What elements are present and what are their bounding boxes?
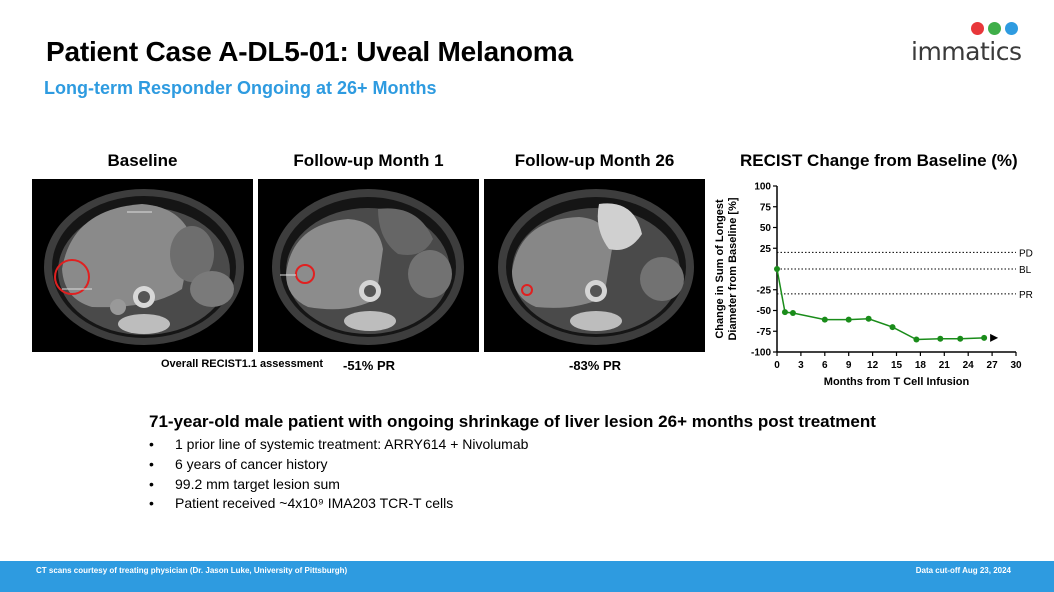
series-line [776, 268, 985, 341]
bullet-item: 99.2 mm target lesion sum [149, 475, 528, 495]
logo-dot-red [971, 22, 984, 35]
y-axis-label-line1: Change in Sum of Longest [714, 199, 726, 339]
ct-scan-month1 [258, 179, 479, 352]
bullet-item: 1 prior line of systemic treatment: ARRY… [149, 435, 528, 455]
ongoing-arrow-icon [990, 333, 999, 342]
data-point [957, 335, 964, 342]
x-tick-label: 27 [987, 360, 999, 371]
y-tick-label: -50 [757, 306, 772, 317]
ct-scan-month26 [484, 179, 705, 352]
reference-label-pd: PD [1019, 248, 1033, 259]
x-tick-label: 24 [963, 360, 975, 371]
data-point [937, 335, 944, 342]
footer-data-cutoff: Data cut-off Aug 23, 2024 [915, 566, 1011, 575]
footer-credit: CT scans courtesy of treating physician … [36, 566, 348, 575]
ct-scan-month26-image [498, 189, 694, 345]
data-point [845, 316, 852, 323]
logo-dot-green [988, 22, 1001, 35]
data-point [889, 324, 896, 331]
y-axis-label-line2: Diameter from Baseline [%] [727, 197, 739, 340]
ct-scan-month1-image [272, 189, 464, 345]
ct-scan-baseline [32, 179, 253, 352]
patient-heading: 71-year-old male patient with ongoing sh… [149, 412, 876, 431]
reference-label-bl: BL [1019, 265, 1032, 276]
recist-assessment-label: Overall RECIST1.1 assessment [161, 358, 324, 370]
immatics-logo: immatics [905, 20, 1030, 68]
data-point [774, 266, 780, 272]
y-tick-label: 100 [754, 182, 771, 193]
logo-text: immatics [911, 37, 1022, 66]
page-title: Patient Case A-DL5-01: Uveal Melanoma [46, 36, 573, 67]
y-tick-label: -100 [751, 348, 771, 359]
scan-label-month26: Follow-up Month 26 [514, 151, 675, 170]
data-point [821, 316, 828, 323]
patient-bullet-list: 1 prior line of systemic treatment: ARRY… [149, 435, 528, 514]
x-tick-label: 15 [891, 360, 903, 371]
ct-scan-baseline-image [44, 189, 244, 345]
y-tick-label: -75 [757, 327, 772, 338]
x-tick-label: 9 [846, 360, 852, 371]
x-axis-label: Months from T Cell Infusion [824, 376, 970, 388]
reference-label-pr: PR [1019, 290, 1033, 301]
bullet-item: Patient received ~4x10⁹ IMA203 TCR-T cel… [149, 494, 528, 514]
bullet-item: 6 years of cancer history [149, 455, 528, 475]
data-point [789, 309, 796, 316]
page-subtitle: Long-term Responder Ongoing at 26+ Month… [44, 78, 437, 98]
footer-bar: CT scans courtesy of treating physician … [0, 561, 1054, 592]
x-tick-label: 6 [822, 360, 828, 371]
scan-label-month1: Follow-up Month 1 [293, 151, 444, 170]
y-tick-label: 25 [760, 244, 772, 255]
data-point [981, 334, 988, 341]
chart-title: RECIST Change from Baseline (%) [740, 151, 1018, 170]
y-tick-label: 50 [760, 223, 772, 234]
x-tick-label: 3 [798, 360, 804, 371]
data-point [913, 336, 920, 343]
assessment-month1-value: -51% PR [343, 358, 396, 373]
assessment-month26-value: -83% PR [569, 358, 622, 373]
y-tick-label: -25 [757, 285, 772, 296]
data-point [781, 309, 788, 316]
data-point [865, 315, 872, 322]
x-tick-label: 21 [939, 360, 951, 371]
x-tick-label: 30 [1010, 360, 1022, 371]
x-tick-label: 12 [867, 360, 879, 371]
y-tick-label: 75 [760, 202, 772, 213]
x-tick-label: 18 [915, 360, 927, 371]
scan-label-baseline: Baseline [107, 151, 178, 170]
logo-dot-blue [1005, 22, 1018, 35]
x-tick-label: 0 [774, 360, 780, 371]
